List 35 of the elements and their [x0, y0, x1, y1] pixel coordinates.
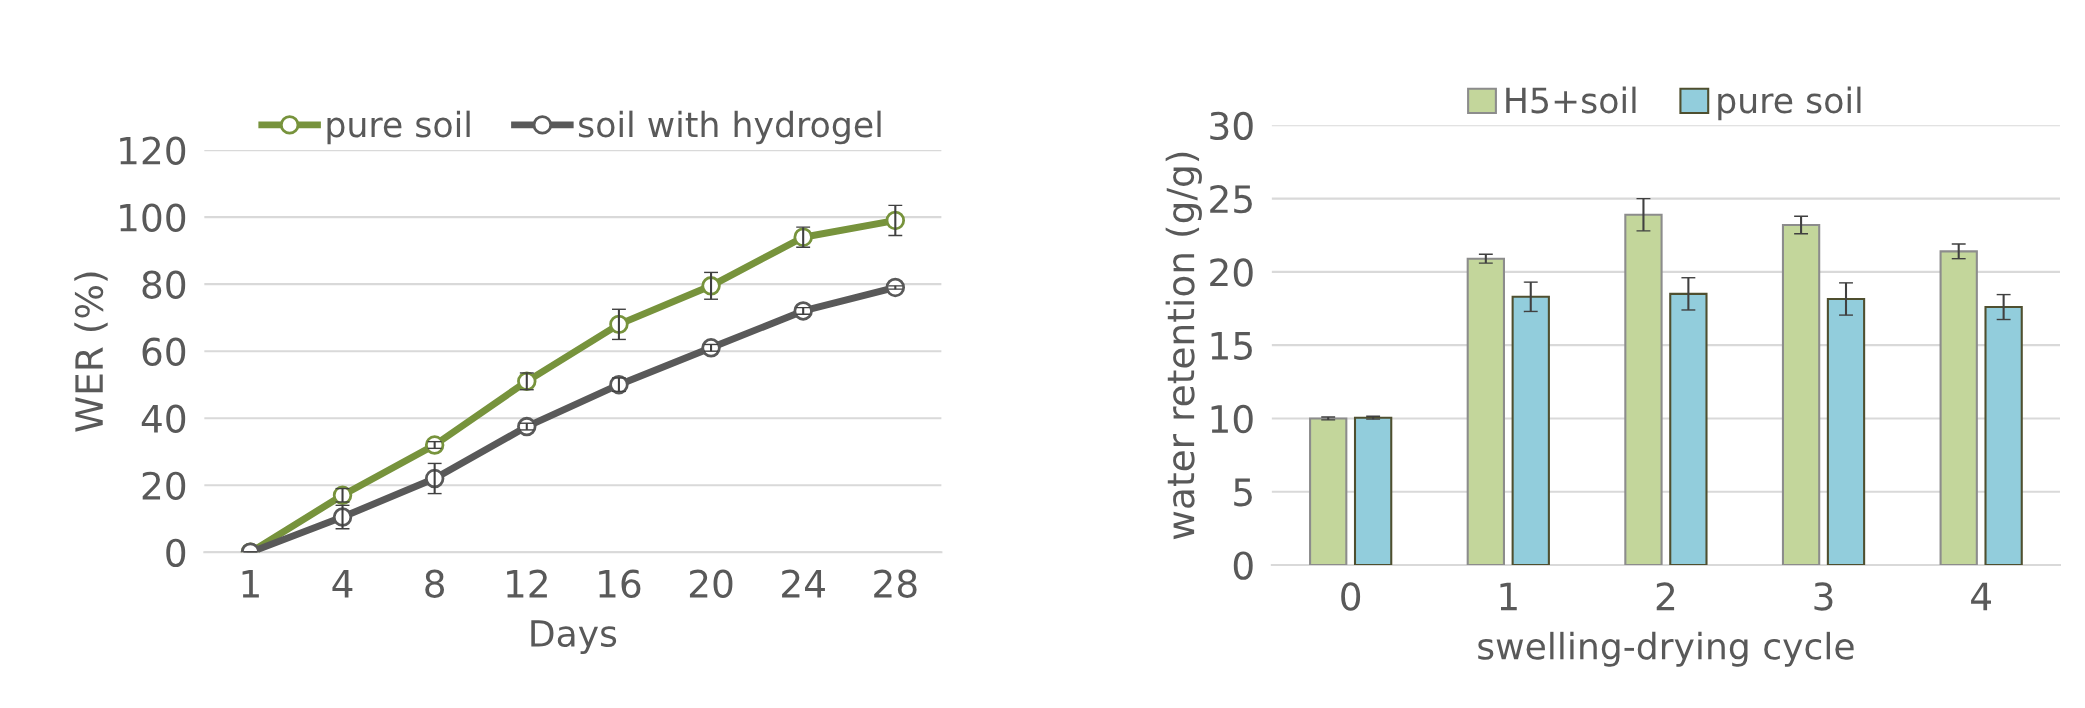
legend-label: H5+soil [1506, 86, 1636, 114]
x-tick-label: 2 [1656, 582, 1675, 611]
y-tick-label: 0 [166, 538, 186, 568]
y-tick-label: 30 [1210, 111, 1253, 141]
x-tick-label: 12 [507, 569, 547, 598]
y-axis-title: WER (%) [74, 272, 108, 432]
x-axis-title: Days [531, 620, 617, 655]
x-tick-label: 4 [332, 570, 353, 598]
x-tick-label: 24 [782, 569, 825, 598]
y-tick-label: 80 [142, 270, 186, 299]
x-tick-label: 0 [1341, 582, 1361, 611]
y-tick-label: 100 [120, 203, 186, 232]
y-tick-label: 0 [1233, 551, 1253, 580]
x-tick-label: 20 [689, 569, 733, 598]
x-tick-label: 28 [874, 569, 917, 598]
x-tick-label: 4 [1971, 582, 1991, 611]
legend-label: pure soil [327, 110, 470, 145]
legend-label: pure soil [1718, 86, 1861, 121]
x-tick-label: 1 [242, 570, 259, 598]
y-tick-label: 20 [142, 471, 186, 500]
x-axis-title: swelling-drying cycle [1478, 631, 1854, 667]
y-tick-label: 40 [141, 404, 186, 433]
y-tick-label: 20 [1210, 258, 1253, 287]
x-tick-label: 16 [599, 569, 641, 598]
x-tick-label: 1 [1500, 582, 1517, 611]
x-tick-label: 3 [1814, 582, 1833, 611]
y-tick-label: 60 [142, 337, 186, 366]
y-tick-label: 15 [1211, 332, 1252, 360]
y-tick-label: 25 [1210, 185, 1252, 214]
y-tick-label: 120 [120, 136, 186, 165]
y-axis-title: water retention (g/g) [1165, 152, 1202, 540]
y-tick-label: 5 [1234, 478, 1252, 507]
y-tick-label: 10 [1211, 404, 1253, 434]
x-tick-label: 8 [425, 569, 445, 598]
legend-label: soil with hydrogel [578, 110, 881, 145]
